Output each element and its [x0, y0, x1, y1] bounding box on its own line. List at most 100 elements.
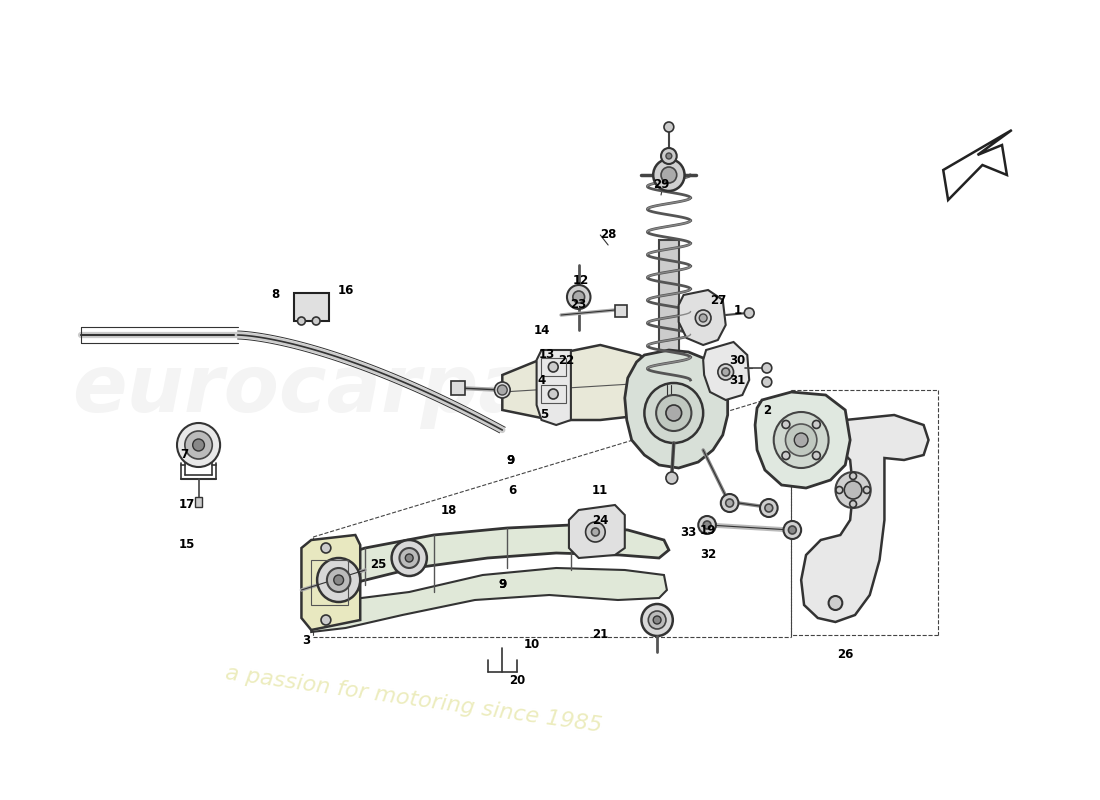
Text: 15: 15 [178, 538, 195, 551]
Bar [311, 560, 349, 605]
Text: 8: 8 [271, 289, 279, 302]
Circle shape [653, 616, 661, 624]
Polygon shape [301, 535, 360, 630]
Circle shape [760, 499, 778, 517]
Circle shape [698, 516, 716, 534]
Text: 9: 9 [506, 454, 515, 466]
Circle shape [700, 314, 707, 322]
Circle shape [836, 486, 843, 494]
Polygon shape [311, 568, 667, 632]
Circle shape [703, 521, 711, 529]
Polygon shape [755, 392, 850, 488]
Circle shape [312, 317, 320, 325]
Circle shape [666, 405, 682, 421]
Circle shape [405, 554, 414, 562]
Text: 5: 5 [540, 409, 549, 422]
Bar [541, 385, 567, 403]
Circle shape [549, 389, 558, 399]
Polygon shape [801, 415, 928, 622]
Circle shape [849, 501, 857, 507]
Text: 2: 2 [762, 403, 771, 417]
Circle shape [695, 310, 711, 326]
Circle shape [762, 377, 772, 387]
Circle shape [813, 451, 821, 459]
Circle shape [592, 528, 600, 536]
Circle shape [321, 543, 331, 553]
Circle shape [783, 521, 801, 539]
Circle shape [566, 285, 591, 309]
Circle shape [661, 167, 676, 183]
Text: 13: 13 [538, 349, 554, 362]
Circle shape [192, 439, 205, 451]
Text: 30: 30 [729, 354, 746, 366]
Circle shape [828, 596, 843, 610]
Circle shape [645, 383, 703, 443]
Text: 29: 29 [652, 178, 669, 191]
Circle shape [297, 317, 306, 325]
Circle shape [785, 424, 817, 456]
Bar [659, 240, 679, 385]
Bar [615, 305, 627, 317]
Bar [451, 381, 465, 395]
Circle shape [392, 540, 427, 576]
Circle shape [573, 291, 584, 303]
Circle shape [656, 395, 692, 431]
Text: 11: 11 [592, 483, 608, 497]
Circle shape [720, 494, 738, 512]
Circle shape [648, 611, 666, 629]
Text: 18: 18 [440, 503, 456, 517]
Text: 27: 27 [710, 294, 726, 306]
Circle shape [722, 368, 729, 376]
Polygon shape [703, 342, 749, 400]
Text: 12: 12 [573, 274, 588, 286]
Circle shape [845, 481, 862, 499]
Text: 33: 33 [680, 526, 696, 539]
Text: 23: 23 [571, 298, 587, 311]
Circle shape [782, 451, 790, 459]
Text: 26: 26 [837, 649, 854, 662]
Bar [294, 293, 329, 321]
Circle shape [399, 548, 419, 568]
Circle shape [666, 472, 678, 484]
Circle shape [745, 308, 755, 318]
Text: 28: 28 [600, 229, 616, 242]
Text: 1: 1 [734, 303, 741, 317]
Circle shape [789, 526, 796, 534]
Circle shape [813, 421, 821, 429]
Text: 7: 7 [179, 449, 188, 462]
Text: 20: 20 [509, 674, 525, 686]
Circle shape [585, 522, 605, 542]
Text: 32: 32 [700, 549, 716, 562]
Circle shape [664, 122, 674, 132]
Circle shape [497, 385, 507, 395]
Circle shape [317, 558, 360, 602]
Polygon shape [503, 345, 669, 420]
Circle shape [726, 499, 734, 507]
Text: 21: 21 [592, 629, 608, 642]
Circle shape [333, 575, 343, 585]
Text: 4: 4 [538, 374, 546, 386]
Polygon shape [943, 130, 1012, 200]
Circle shape [835, 472, 871, 508]
Circle shape [794, 433, 808, 447]
Text: 25: 25 [370, 558, 386, 571]
Circle shape [764, 504, 772, 512]
Polygon shape [311, 525, 669, 598]
Text: 14: 14 [534, 323, 550, 337]
Text: 9: 9 [498, 578, 506, 591]
Text: a passion for motoring since 1985: a passion for motoring since 1985 [224, 664, 604, 736]
Circle shape [773, 412, 828, 468]
Text: 24: 24 [592, 514, 608, 526]
Polygon shape [625, 350, 728, 468]
Circle shape [864, 486, 870, 494]
Circle shape [321, 615, 331, 625]
Text: 19: 19 [700, 523, 716, 537]
Bar [541, 358, 567, 376]
Circle shape [782, 421, 790, 429]
Text: 16: 16 [338, 283, 354, 297]
Text: 10: 10 [524, 638, 540, 651]
Circle shape [185, 431, 212, 459]
Circle shape [549, 362, 558, 372]
Circle shape [762, 363, 772, 373]
Text: 3: 3 [302, 634, 310, 646]
